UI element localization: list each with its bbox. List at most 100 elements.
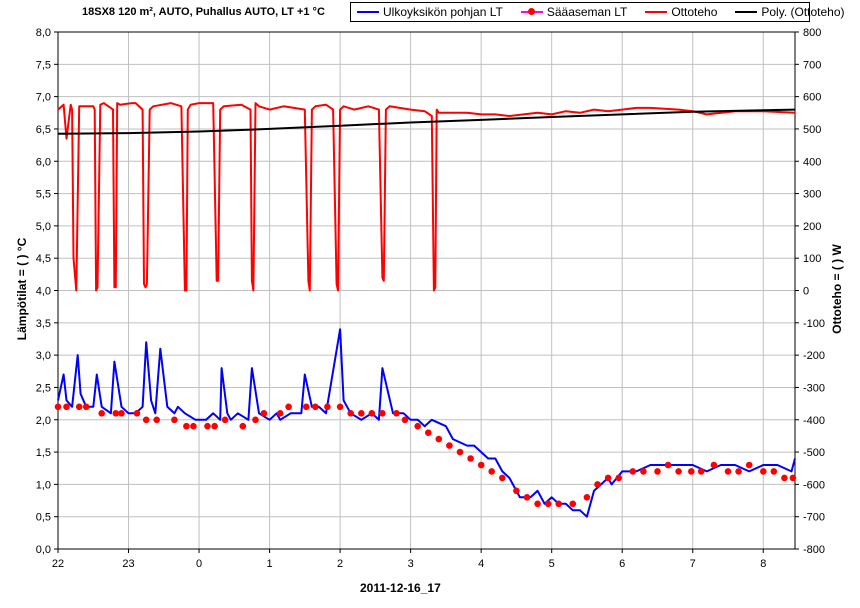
series-saaasema-point xyxy=(276,410,284,417)
y-tick-label-left: 7,0 xyxy=(36,92,51,104)
series-saaasema-point xyxy=(75,403,83,411)
x-axis-title: 2011-12-16_17 xyxy=(360,581,441,595)
legend-label-poly: Poly. (Ottoteho) xyxy=(761,5,845,19)
y-tick-label-right: -600 xyxy=(803,479,825,491)
series-saaasema-point xyxy=(260,410,268,417)
y-tick-label-right: -800 xyxy=(803,544,825,556)
y-tick-label-left: 3,0 xyxy=(36,350,51,362)
series-saaasema-point xyxy=(675,468,682,475)
x-tick-label: 3 xyxy=(408,558,414,570)
legend: Ulkoyksikön pohjan LT Sääaseman LT Ottot… xyxy=(350,2,845,22)
series-saaasema-point xyxy=(358,410,365,417)
series-saaasema-point xyxy=(499,474,506,482)
y-tick-label-left: 4,0 xyxy=(36,286,51,298)
y-tick-label-right: 300 xyxy=(803,189,821,201)
legend-item-ottoteho: Ottoteho xyxy=(639,5,717,19)
series-saaasema-point xyxy=(789,474,797,482)
y-tick-label-right: 100 xyxy=(803,253,821,265)
y-tick-label-left: 7,5 xyxy=(36,59,51,71)
series-saaasema-point xyxy=(98,410,105,417)
series-ulkoyksikko-line xyxy=(57,328,796,518)
x-tick-label: 7 xyxy=(690,558,696,570)
legend-item-poly: Poly. (Ottoteho) xyxy=(729,5,845,19)
series-saaasema-point xyxy=(368,410,376,417)
series-layer xyxy=(54,102,797,518)
x-tick-label: 0 xyxy=(196,558,202,570)
series-saaasema-point xyxy=(513,487,520,495)
series-saaasema-point xyxy=(142,416,150,424)
series-saaasema-point xyxy=(604,474,612,482)
axis-ticks: 0,0 -800 0,5 -700 1,0 -600 1,5 -500 2,0 -400 2,5 -3… xyxy=(36,27,825,570)
x-tick-label: 1 xyxy=(267,558,273,570)
y-tick-label-right: -200 xyxy=(803,350,825,362)
series-saaasema-point xyxy=(190,422,197,430)
legend-swatch-poly xyxy=(735,11,758,13)
chart-title: 18SX8 120 m², AUTO, Puhallus AUTO, LT +1… xyxy=(82,6,325,18)
series-saaasema-point xyxy=(285,403,292,411)
y-tick-label-left: 6,0 xyxy=(36,156,51,168)
y-tick-label-right: 500 xyxy=(803,124,821,136)
series-saaasema-point xyxy=(393,410,400,417)
y-tick-label-left: 5,5 xyxy=(36,189,51,201)
series-saaasema-point xyxy=(523,494,531,501)
series-saaasema-point xyxy=(664,461,672,469)
y-tick-label-left: 1,5 xyxy=(36,447,51,459)
series-saaasema-point xyxy=(118,410,125,417)
y-tick-label-left: 0,5 xyxy=(36,512,51,524)
series-saaasema-point xyxy=(781,474,788,482)
series-saaasema-point xyxy=(324,403,331,411)
series-saaasema-point xyxy=(133,410,141,417)
series-saaasema-point xyxy=(239,422,247,430)
y-tick-label-right: -500 xyxy=(803,447,825,459)
series-saaasema-point xyxy=(456,448,464,456)
legend-label-ulkoyksikko: Ulkoyksikön pohjan LT xyxy=(383,5,503,19)
series-saaasema-point xyxy=(534,500,541,508)
series-saaasema-point xyxy=(569,500,577,508)
series-saaasema-point xyxy=(171,416,178,424)
y-tick-label-right: 0 xyxy=(803,286,809,298)
y-tick-label-right: 600 xyxy=(803,92,821,104)
series-saaasema-point xyxy=(425,429,432,437)
series-saaasema-point xyxy=(770,468,778,475)
series-saaasema-point xyxy=(211,422,218,430)
y-tick-label-left: 2,0 xyxy=(36,415,51,427)
series-saaasema-point xyxy=(583,494,591,501)
legend-item-ulkoyksikko: Ulkoyksikön pohjan LT xyxy=(351,5,503,19)
series-saaasema-point xyxy=(710,461,718,469)
series-saaasema-point xyxy=(303,403,310,411)
series-saaasema-point xyxy=(347,410,355,417)
x-tick-label: 22 xyxy=(52,558,64,570)
series-saaasema-point xyxy=(724,468,732,475)
y-tick-label-left: 0,0 xyxy=(36,544,51,556)
series-saaasema-point xyxy=(54,403,62,411)
y-tick-label-left: 5,0 xyxy=(36,221,51,233)
series-saaasema-point xyxy=(312,403,319,411)
x-tick-label: 23 xyxy=(122,558,134,570)
series-saaasema-point xyxy=(414,422,422,430)
series-ottoteho-line xyxy=(57,102,796,292)
y-tick-label-left: 3,5 xyxy=(36,318,51,330)
legend-label-ottoteho: Ottoteho xyxy=(671,5,718,19)
series-saaasema-point xyxy=(735,468,742,475)
legend-label-saaasema: Sääaseman LT xyxy=(546,5,628,19)
series-saaasema-point xyxy=(488,468,496,475)
y-tick-label-right: -100 xyxy=(803,318,825,330)
series-saaasema-point xyxy=(183,422,190,430)
x-tick-label: 2 xyxy=(337,558,343,570)
series-saaasema-point xyxy=(654,468,661,475)
series-saaasema-point xyxy=(555,500,562,508)
y-tick-label-right: 200 xyxy=(803,221,821,233)
x-tick-label: 8 xyxy=(760,558,766,570)
series-saaasema-point xyxy=(63,403,70,411)
y-tick-label-left: 6,5 xyxy=(36,124,51,136)
series-saaasema-point xyxy=(435,435,443,443)
y-tick-label-left: 8,0 xyxy=(36,27,51,39)
series-saaasema-point xyxy=(760,468,767,475)
series-saaasema-point xyxy=(477,461,485,469)
y-tick-label-right: -400 xyxy=(803,415,825,427)
series-saaasema-point xyxy=(446,442,453,449)
legend-item-saaasema: Sääaseman LT xyxy=(515,5,628,19)
legend-swatch-ottoteho xyxy=(645,11,668,13)
series-saaasema-point xyxy=(697,468,705,475)
